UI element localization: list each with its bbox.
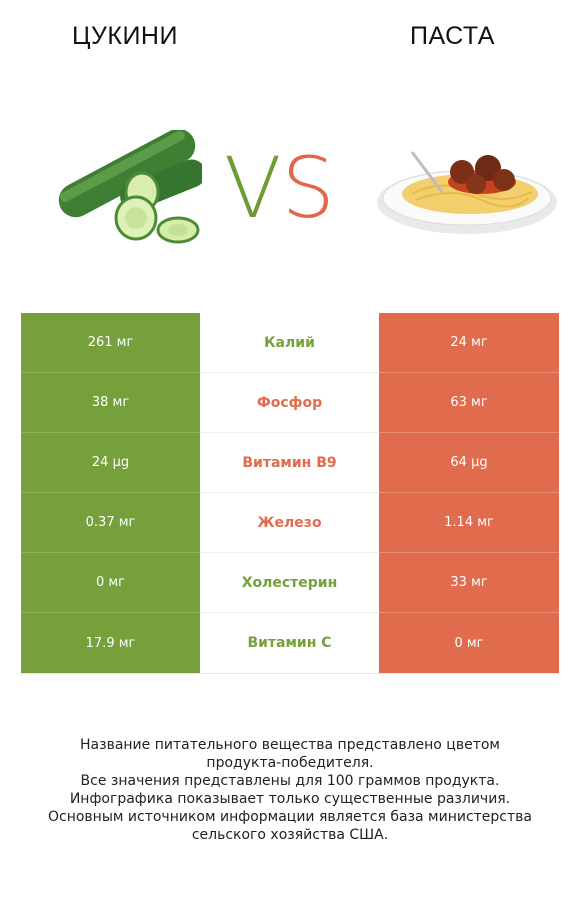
left-value-cell: 38 мг: [21, 373, 200, 433]
right-value-cell: 1.14 мг: [379, 493, 559, 553]
table-row: 24 µg Витамин B9 64 µg: [21, 433, 559, 493]
left-product-title: ЦУКИНИ: [72, 22, 178, 50]
vs-label: VS: [224, 146, 335, 230]
right-value-cell: 24 мг: [379, 313, 559, 373]
left-value-cell: 24 µg: [21, 433, 200, 493]
nutrient-name-cell: Витамин B9: [200, 433, 379, 493]
right-value-cell: 64 µg: [379, 433, 559, 493]
footnote-line: Название питательного вещества представл…: [80, 737, 500, 753]
table-row: 261 мг Калий 24 мг: [21, 313, 559, 373]
nutrient-name-cell: Витамин C: [200, 613, 379, 673]
nutrient-name-cell: Фосфор: [200, 373, 379, 433]
nutrient-name-cell: Калий: [200, 313, 379, 373]
vs-v: V: [224, 139, 282, 237]
footnote-line: Все значения представлены для 100 граммо…: [80, 773, 500, 789]
comparison-table: 261 мг Калий 24 мг 38 мг Фосфор 63 мг 24 µg Вит…: [21, 313, 559, 674]
left-value-cell: 0.37 мг: [21, 493, 200, 553]
vs-s: S: [281, 139, 335, 237]
pasta-image: [377, 151, 557, 234]
left-value-cell: 17.9 мг: [21, 613, 200, 673]
left-value-cell: 0 мг: [21, 553, 200, 613]
nutrient-name-cell: Железо: [200, 493, 379, 553]
nutrient-name-cell: Холестерин: [200, 553, 379, 613]
footnote-line: продукта-победителя.: [206, 755, 374, 771]
right-value-cell: 33 мг: [379, 553, 559, 613]
footnote: Название питательного вещества представл…: [20, 736, 560, 844]
table-row: 0 мг Холестерин 33 мг: [21, 553, 559, 613]
zucchini-image: [58, 130, 202, 244]
footnote-line: сельского хозяйства США.: [191, 827, 389, 843]
footnote-line: Основным источником информации является …: [48, 809, 532, 825]
table-row: 38 мг Фосфор 63 мг: [21, 373, 559, 433]
table-row: 0.37 мг Железо 1.14 мг: [21, 493, 559, 553]
right-value-cell: 0 мг: [379, 613, 559, 673]
footnote-line: Инфографика показывает только существенн…: [69, 791, 511, 807]
right-value-cell: 63 мг: [379, 373, 559, 433]
left-value-cell: 261 мг: [21, 313, 200, 373]
right-product-title: ПАСТА: [410, 22, 495, 50]
